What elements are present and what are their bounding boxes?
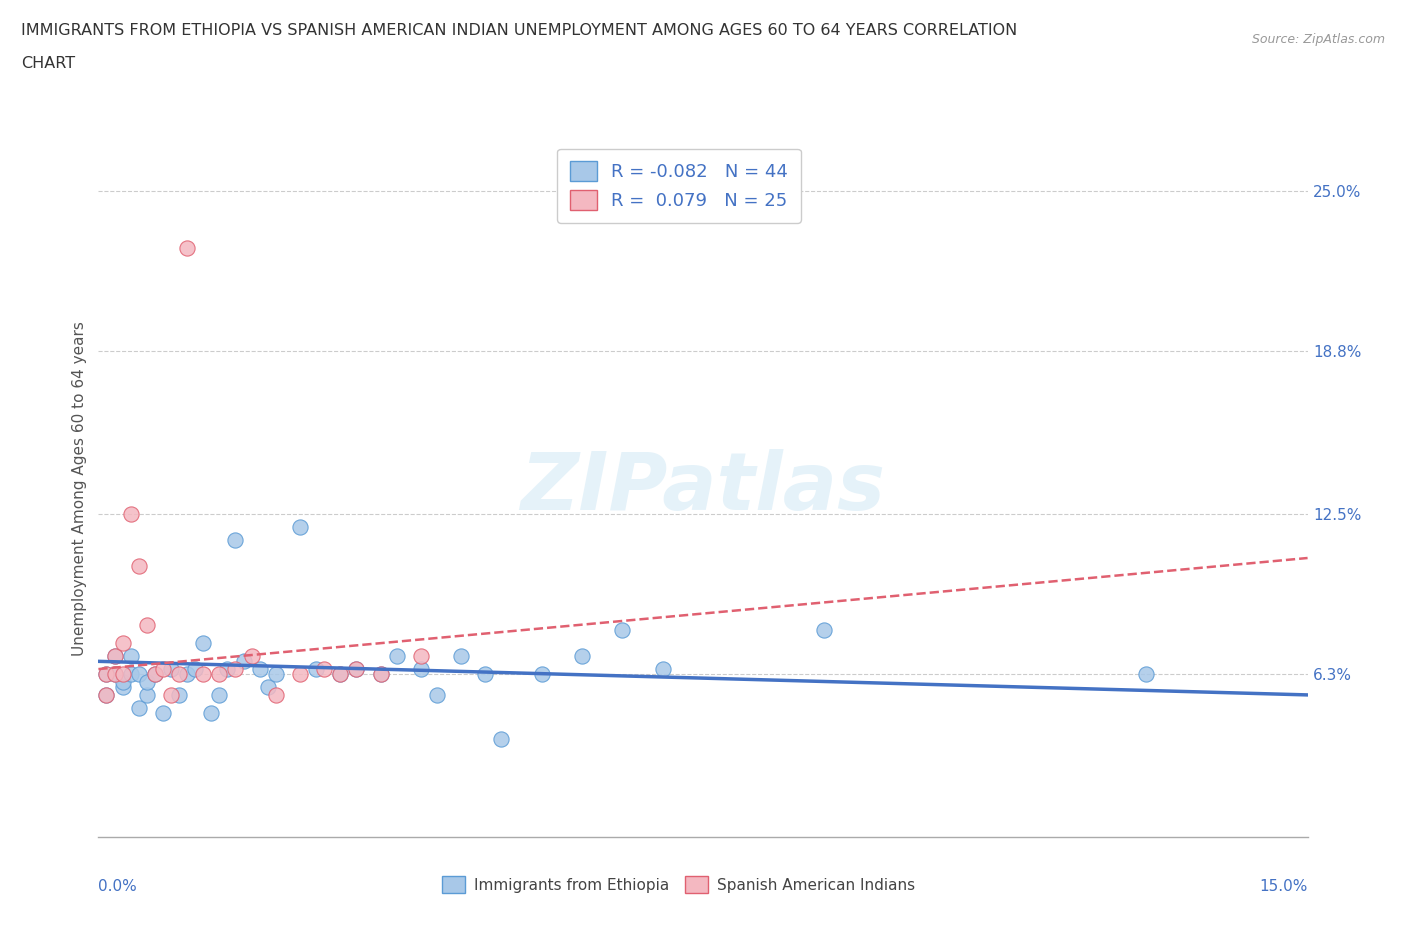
Text: Source: ZipAtlas.com: Source: ZipAtlas.com <box>1251 33 1385 46</box>
Point <box>96 687 118 702</box>
Point <box>344 661 367 676</box>
Point <box>128 667 150 682</box>
Point <box>224 533 246 548</box>
Point <box>167 667 190 682</box>
Point <box>128 700 150 715</box>
Point <box>240 649 263 664</box>
Point <box>152 706 174 721</box>
Point <box>530 667 553 682</box>
Point <box>208 687 231 702</box>
Point <box>143 667 166 682</box>
Point <box>143 667 166 682</box>
Point <box>111 674 134 689</box>
Point <box>224 661 246 676</box>
Point <box>96 667 118 682</box>
Point <box>96 667 118 682</box>
Point <box>135 674 157 689</box>
Point <box>305 661 328 676</box>
Point <box>329 667 352 682</box>
Point <box>264 687 287 702</box>
Point <box>426 687 449 702</box>
Text: 0.0%: 0.0% <box>98 879 138 894</box>
Point <box>264 667 287 682</box>
Point <box>813 623 835 638</box>
Point <box>120 507 142 522</box>
Point <box>103 649 125 664</box>
Point <box>111 680 134 695</box>
Point <box>409 661 432 676</box>
Point <box>111 636 134 651</box>
Point <box>128 558 150 573</box>
Point <box>612 623 634 638</box>
Point <box>385 649 408 664</box>
Text: CHART: CHART <box>21 56 75 71</box>
Point <box>651 661 673 676</box>
Point <box>111 667 134 682</box>
Point <box>370 667 392 682</box>
Point <box>120 667 142 682</box>
Point <box>135 687 157 702</box>
Point <box>103 649 125 664</box>
Point <box>176 667 198 682</box>
Text: ZIPatlas: ZIPatlas <box>520 449 886 527</box>
Point <box>103 667 125 682</box>
Text: 15.0%: 15.0% <box>1260 879 1308 894</box>
Point <box>120 649 142 664</box>
Point <box>409 649 432 664</box>
Point <box>288 520 311 535</box>
Point <box>96 687 118 702</box>
Point <box>217 661 239 676</box>
Point <box>288 667 311 682</box>
Point <box>329 667 352 682</box>
Point <box>249 661 271 676</box>
Point <box>193 636 215 651</box>
Point <box>314 661 336 676</box>
Point <box>491 731 513 746</box>
Point <box>160 661 183 676</box>
Point <box>200 706 222 721</box>
Y-axis label: Unemployment Among Ages 60 to 64 years: Unemployment Among Ages 60 to 64 years <box>72 321 87 656</box>
Point <box>135 618 157 632</box>
Point <box>193 667 215 682</box>
Text: IMMIGRANTS FROM ETHIOPIA VS SPANISH AMERICAN INDIAN UNEMPLOYMENT AMONG AGES 60 T: IMMIGRANTS FROM ETHIOPIA VS SPANISH AMER… <box>21 23 1018 38</box>
Point <box>370 667 392 682</box>
Point <box>176 241 198 256</box>
Point <box>1135 667 1157 682</box>
Point <box>571 649 593 664</box>
Point <box>152 661 174 676</box>
Point <box>232 654 254 669</box>
Point <box>474 667 496 682</box>
Point <box>103 667 125 682</box>
Legend: Immigrants from Ethiopia, Spanish American Indians: Immigrants from Ethiopia, Spanish Americ… <box>436 870 921 899</box>
Point <box>160 687 183 702</box>
Point <box>450 649 472 664</box>
Point <box>256 680 278 695</box>
Point <box>208 667 231 682</box>
Point <box>167 687 190 702</box>
Point <box>344 661 367 676</box>
Point <box>184 661 207 676</box>
